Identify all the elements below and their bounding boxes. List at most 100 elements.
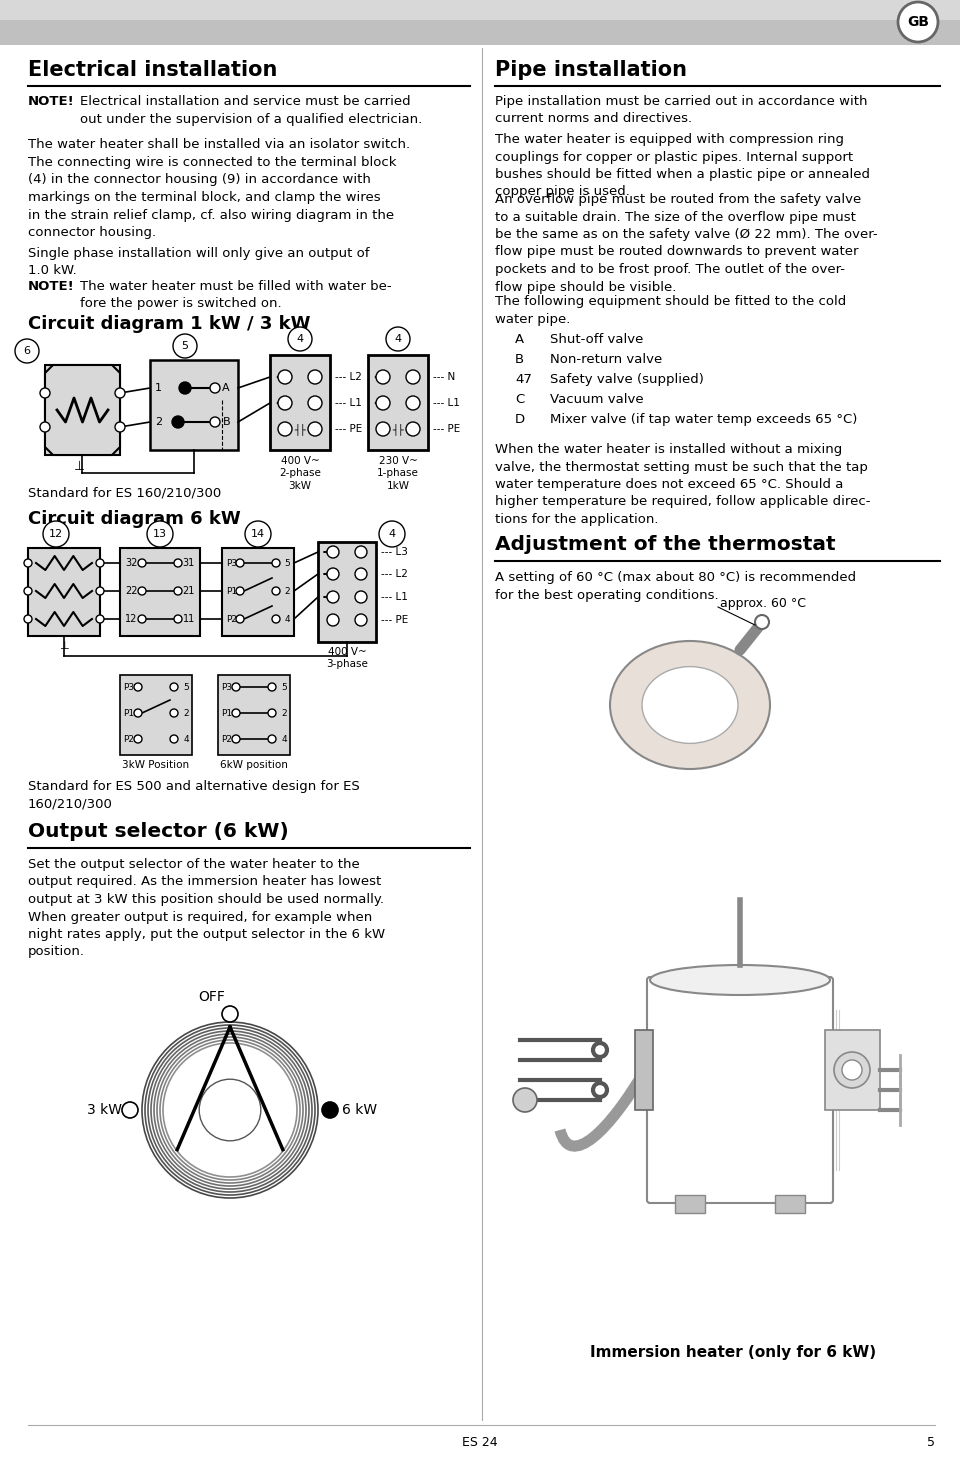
Text: 2: 2 xyxy=(284,587,290,596)
Text: ┤├: ┤├ xyxy=(294,423,306,436)
Circle shape xyxy=(40,423,50,431)
Text: P2: P2 xyxy=(221,734,232,743)
Circle shape xyxy=(355,546,367,558)
Text: A: A xyxy=(223,383,230,393)
Text: The water heater is equipped with compression ring
couplings for copper or plast: The water heater is equipped with compre… xyxy=(495,133,870,198)
Bar xyxy=(222,548,294,637)
Bar xyxy=(635,1030,653,1110)
Text: 3: 3 xyxy=(380,372,386,382)
Circle shape xyxy=(210,383,220,393)
Text: B: B xyxy=(223,417,230,427)
Text: 3: 3 xyxy=(282,372,288,382)
Circle shape xyxy=(174,587,182,594)
Text: --- L3: --- L3 xyxy=(381,546,408,557)
Circle shape xyxy=(268,734,276,743)
Bar xyxy=(150,360,238,450)
Circle shape xyxy=(355,592,367,603)
Circle shape xyxy=(222,1005,238,1021)
Circle shape xyxy=(170,683,178,691)
Ellipse shape xyxy=(642,667,738,743)
FancyBboxPatch shape xyxy=(647,978,833,1203)
Circle shape xyxy=(172,417,184,428)
Text: Electrical installation: Electrical installation xyxy=(28,60,277,80)
Text: P2: P2 xyxy=(123,734,134,743)
Circle shape xyxy=(376,370,390,385)
Bar xyxy=(775,1195,805,1214)
Text: 14: 14 xyxy=(251,529,265,539)
Circle shape xyxy=(24,559,32,567)
Circle shape xyxy=(40,388,50,398)
Bar xyxy=(45,366,120,455)
Text: Output selector (6 kW): Output selector (6 kW) xyxy=(28,822,289,841)
Circle shape xyxy=(272,559,280,567)
Circle shape xyxy=(43,522,69,546)
Circle shape xyxy=(278,396,292,409)
Text: 31: 31 xyxy=(182,558,195,568)
Text: --- L2: --- L2 xyxy=(381,570,408,578)
Circle shape xyxy=(236,615,244,624)
Text: --- PE: --- PE xyxy=(335,424,362,434)
Circle shape xyxy=(134,683,142,691)
Circle shape xyxy=(236,559,244,567)
Text: 1: 1 xyxy=(155,383,162,393)
Text: NOTE!: NOTE! xyxy=(28,280,75,293)
Text: The following equipment should be fitted to the cold
water pipe.: The following equipment should be fitted… xyxy=(495,294,847,325)
Circle shape xyxy=(24,615,32,624)
Circle shape xyxy=(170,734,178,743)
Text: 11: 11 xyxy=(182,613,195,624)
Circle shape xyxy=(386,326,410,351)
Circle shape xyxy=(327,592,339,603)
Text: Single phase installation will only give an output of
1.0 kW.: Single phase installation will only give… xyxy=(28,248,370,277)
Circle shape xyxy=(379,522,405,546)
Circle shape xyxy=(15,339,39,363)
Text: Non-return valve: Non-return valve xyxy=(550,353,662,366)
Text: OFF: OFF xyxy=(199,989,226,1004)
Circle shape xyxy=(232,683,240,691)
Bar xyxy=(120,675,192,755)
Text: Standard for ES 160/210/300: Standard for ES 160/210/300 xyxy=(28,487,221,500)
Circle shape xyxy=(179,382,191,393)
Text: Immersion heater (only for 6 kW): Immersion heater (only for 6 kW) xyxy=(590,1345,876,1359)
Bar xyxy=(28,548,100,637)
Text: 6 kW: 6 kW xyxy=(342,1103,377,1118)
Text: 2: 2 xyxy=(281,708,287,717)
Circle shape xyxy=(170,710,178,717)
Circle shape xyxy=(406,370,420,385)
Text: ┤├: ┤├ xyxy=(392,423,404,436)
Circle shape xyxy=(24,587,32,594)
Text: Pipe installation must be carried out in accordance with
current norms and direc: Pipe installation must be carried out in… xyxy=(495,95,868,125)
Text: Set the output selector of the water heater to the
output required. As the immer: Set the output selector of the water hea… xyxy=(28,858,385,959)
Circle shape xyxy=(842,1061,862,1080)
Text: --- L1: --- L1 xyxy=(335,398,362,408)
Text: Mixer valve (if tap water temp exceeds 65 °C): Mixer valve (if tap water temp exceeds 6… xyxy=(550,412,857,425)
Circle shape xyxy=(96,587,104,594)
Bar xyxy=(368,356,428,450)
Circle shape xyxy=(278,370,292,385)
Text: 2: 2 xyxy=(155,417,162,427)
Text: P3: P3 xyxy=(123,682,134,692)
Text: --- L2: --- L2 xyxy=(335,372,362,382)
Text: Adjustment of the thermostat: Adjustment of the thermostat xyxy=(495,535,835,554)
Text: 47: 47 xyxy=(515,373,532,386)
Text: 5: 5 xyxy=(927,1437,935,1450)
Circle shape xyxy=(138,587,146,594)
Text: 400 V~
3-phase: 400 V~ 3-phase xyxy=(326,647,368,669)
Text: P2: P2 xyxy=(226,615,237,624)
Circle shape xyxy=(138,559,146,567)
Text: A: A xyxy=(515,334,524,345)
Text: 4: 4 xyxy=(284,615,290,624)
Circle shape xyxy=(173,334,197,358)
Circle shape xyxy=(834,1052,870,1088)
Text: 5: 5 xyxy=(284,558,290,567)
Circle shape xyxy=(122,1101,138,1118)
Text: Electrical installation and service must be carried
out under the supervision of: Electrical installation and service must… xyxy=(80,95,422,125)
Text: 4: 4 xyxy=(183,734,189,743)
Bar xyxy=(0,0,960,45)
Text: 4: 4 xyxy=(395,334,401,344)
Text: 2: 2 xyxy=(183,708,189,717)
Circle shape xyxy=(355,613,367,627)
Bar xyxy=(318,542,376,643)
Ellipse shape xyxy=(650,965,830,995)
Circle shape xyxy=(200,1080,261,1141)
Text: ES 24: ES 24 xyxy=(462,1437,498,1450)
